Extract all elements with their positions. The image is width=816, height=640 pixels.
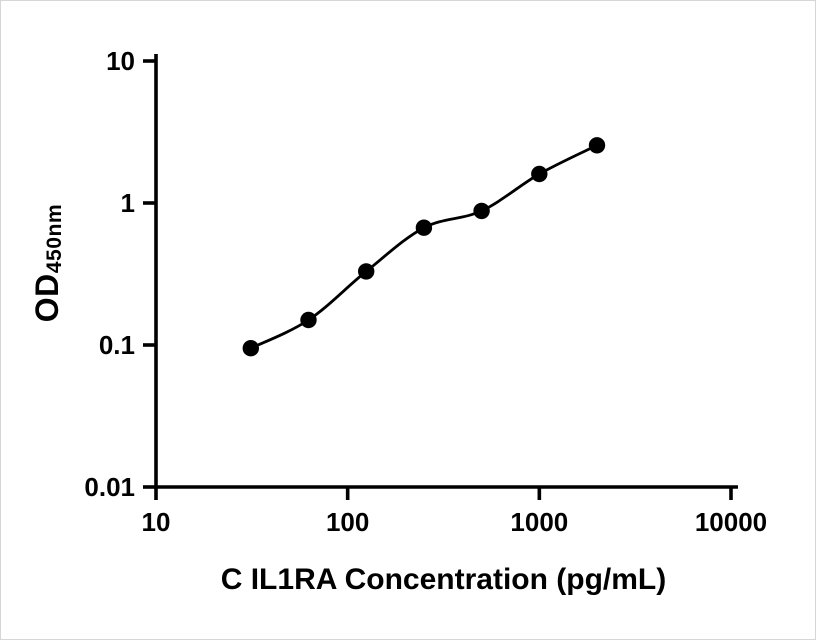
x-tick-label: 100 [326,507,369,537]
x-tick-label: 1000 [510,507,568,537]
x-tick-label: 10 [142,507,171,537]
data-point [473,202,490,220]
x-axis-title: C IL1RA Concentration (pg/mL) [220,563,667,596]
y-axis-title-main: OD [29,273,65,323]
x-tick-label: 10000 [695,507,767,537]
data-point [242,340,259,357]
y-axis-title: OD450nm [25,113,69,413]
data-point [300,311,317,329]
y-tick-label: 0.1 [99,330,135,360]
y-tick-label: 1 [121,188,135,218]
data-point [531,165,548,183]
y-axis-title-subscript: 450nm [42,203,66,274]
data-point [415,219,433,236]
y-tick-label: 0.01 [84,472,135,502]
data-point [588,137,606,154]
data-point [358,263,375,280]
y-tick-label: 10 [106,46,135,76]
